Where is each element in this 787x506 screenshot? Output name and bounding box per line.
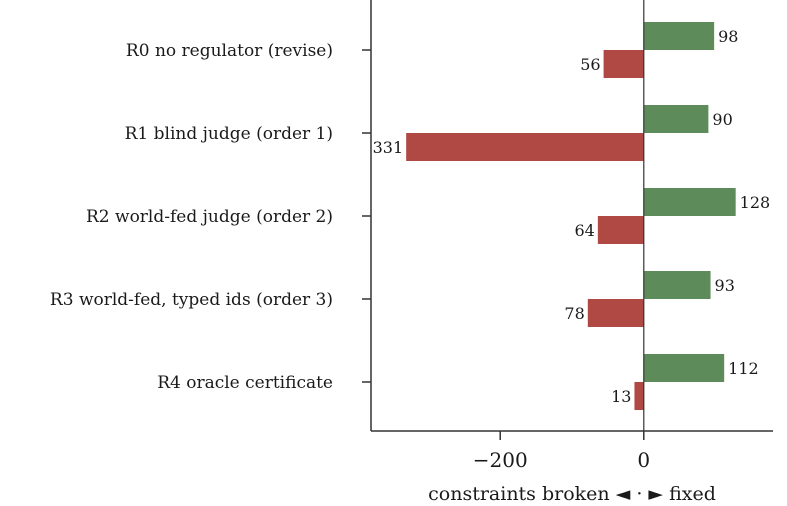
bar-fixed [643, 188, 736, 216]
value-label-broken: 64 [574, 221, 594, 240]
bar-broken [587, 299, 644, 327]
x-tick-label: −200 [473, 448, 528, 472]
bar-fixed [643, 271, 711, 299]
value-label-fixed: 112 [728, 359, 759, 378]
bar-broken [597, 216, 644, 244]
value-label-broken: 56 [580, 55, 600, 74]
value-labels: 98 56 90 331 128 64 93 78 112 13 [373, 27, 771, 406]
x-tick-label: 0 [637, 448, 650, 472]
bar-fixed [643, 105, 709, 133]
category-label: R3 world-fed, typed ids (order 3) [50, 290, 333, 310]
value-label-fixed: 128 [740, 193, 771, 212]
value-label-fixed: 98 [718, 27, 738, 46]
value-label-broken: 331 [373, 138, 404, 157]
value-label-broken: 78 [564, 304, 584, 323]
bar-broken [603, 50, 644, 78]
bar-fixed [643, 22, 715, 50]
category-labels: R0 no regulator (revise) R1 blind judge (… [50, 41, 333, 393]
category-label: R1 blind judge (order 1) [125, 124, 333, 144]
value-label-broken: 13 [611, 387, 631, 406]
value-label-fixed: 90 [712, 110, 732, 129]
category-label: R0 no regulator (revise) [126, 41, 333, 61]
x-axis-title: constraints broken ◄ · ► fixed [428, 483, 716, 505]
value-label-fixed: 93 [715, 276, 735, 295]
bar-fixed [643, 354, 725, 382]
category-label: R4 oracle certificate [157, 373, 333, 393]
axes: −200 0 [362, 0, 773, 472]
bar-broken [406, 133, 644, 161]
bar-broken [634, 382, 644, 410]
bars [406, 22, 736, 410]
category-label: R2 world-fed judge (order 2) [86, 207, 333, 227]
